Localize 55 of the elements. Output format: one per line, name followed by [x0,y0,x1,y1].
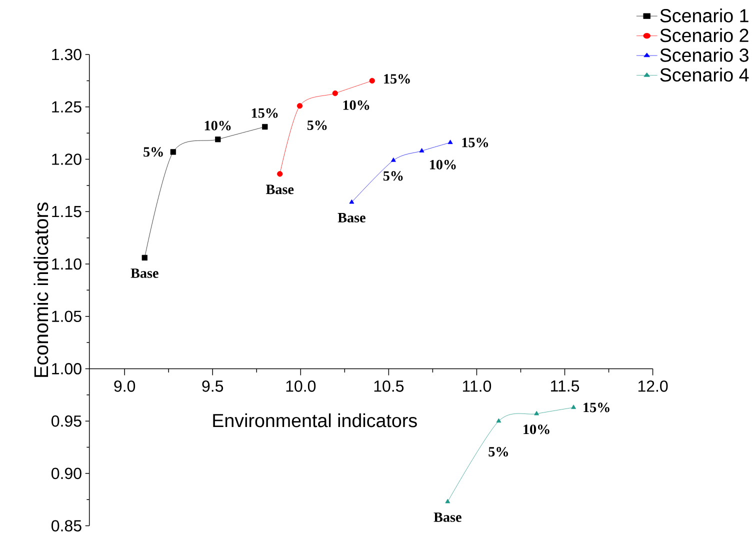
x-tick-label: 11.5 [551,380,580,392]
y-axis-title: Economic indicators [34,202,48,378]
x-tick-label: 9.5 [202,380,224,392]
point [262,124,268,130]
point [277,171,283,177]
point [496,418,502,423]
y-tick-label: 0.90 [52,468,82,480]
annotation: 5% [383,171,403,181]
annotation: Base [266,184,294,194]
point [369,78,375,84]
y-tick-label: 1.15 [52,206,82,218]
y-tick-label: 0.85 [52,520,82,532]
x-tick-label: 10.5 [374,380,404,392]
point [296,103,303,109]
annotation: 5% [488,447,508,457]
x-tick-label: 11.0 [462,380,492,392]
x-tick-label: 10.0 [286,380,316,392]
point [390,158,396,162]
y-tick-label: 1.20 [52,154,82,166]
annotation: 10% [204,121,231,131]
legend-label: Scenario 3 [660,48,748,62]
point [332,90,338,96]
legend-label: Scenario 1 [660,8,748,23]
x-tick-label: 9.0 [114,380,136,392]
point [419,148,424,153]
point [170,149,176,155]
annotation: Base [338,213,366,223]
annotation: 10% [430,160,456,170]
annotation: Base [434,512,462,522]
legend-label: Scenario 4 [660,68,749,82]
annotation: 5% [307,120,327,130]
point [142,255,148,261]
y-tick-label: 1.10 [52,258,82,270]
annotation: 15% [462,138,488,148]
annotation: 10% [343,100,370,110]
y-tick-label: 1.05 [52,310,82,322]
x-tick-label: 12.0 [638,380,668,392]
annotation: 15% [584,402,610,412]
annotation: Base [130,268,158,278]
point [571,404,576,410]
point [448,140,453,144]
legend-label: Scenario 2 [660,28,748,42]
y-tick-label: 1.30 [52,49,82,60]
point [215,136,221,142]
y-tick-label: 0.95 [52,416,82,427]
point [534,411,540,416]
annotation: 15% [252,108,278,118]
point [445,499,450,504]
annotation: 5% [144,147,163,157]
annotation: 10% [524,424,550,434]
y-tick-label: 1.25 [52,101,82,113]
annotation: 15% [384,74,410,84]
point [349,200,354,204]
y-tick-label: 1.00 [52,363,82,375]
x-axis-title: Environmental indicators [213,414,417,428]
